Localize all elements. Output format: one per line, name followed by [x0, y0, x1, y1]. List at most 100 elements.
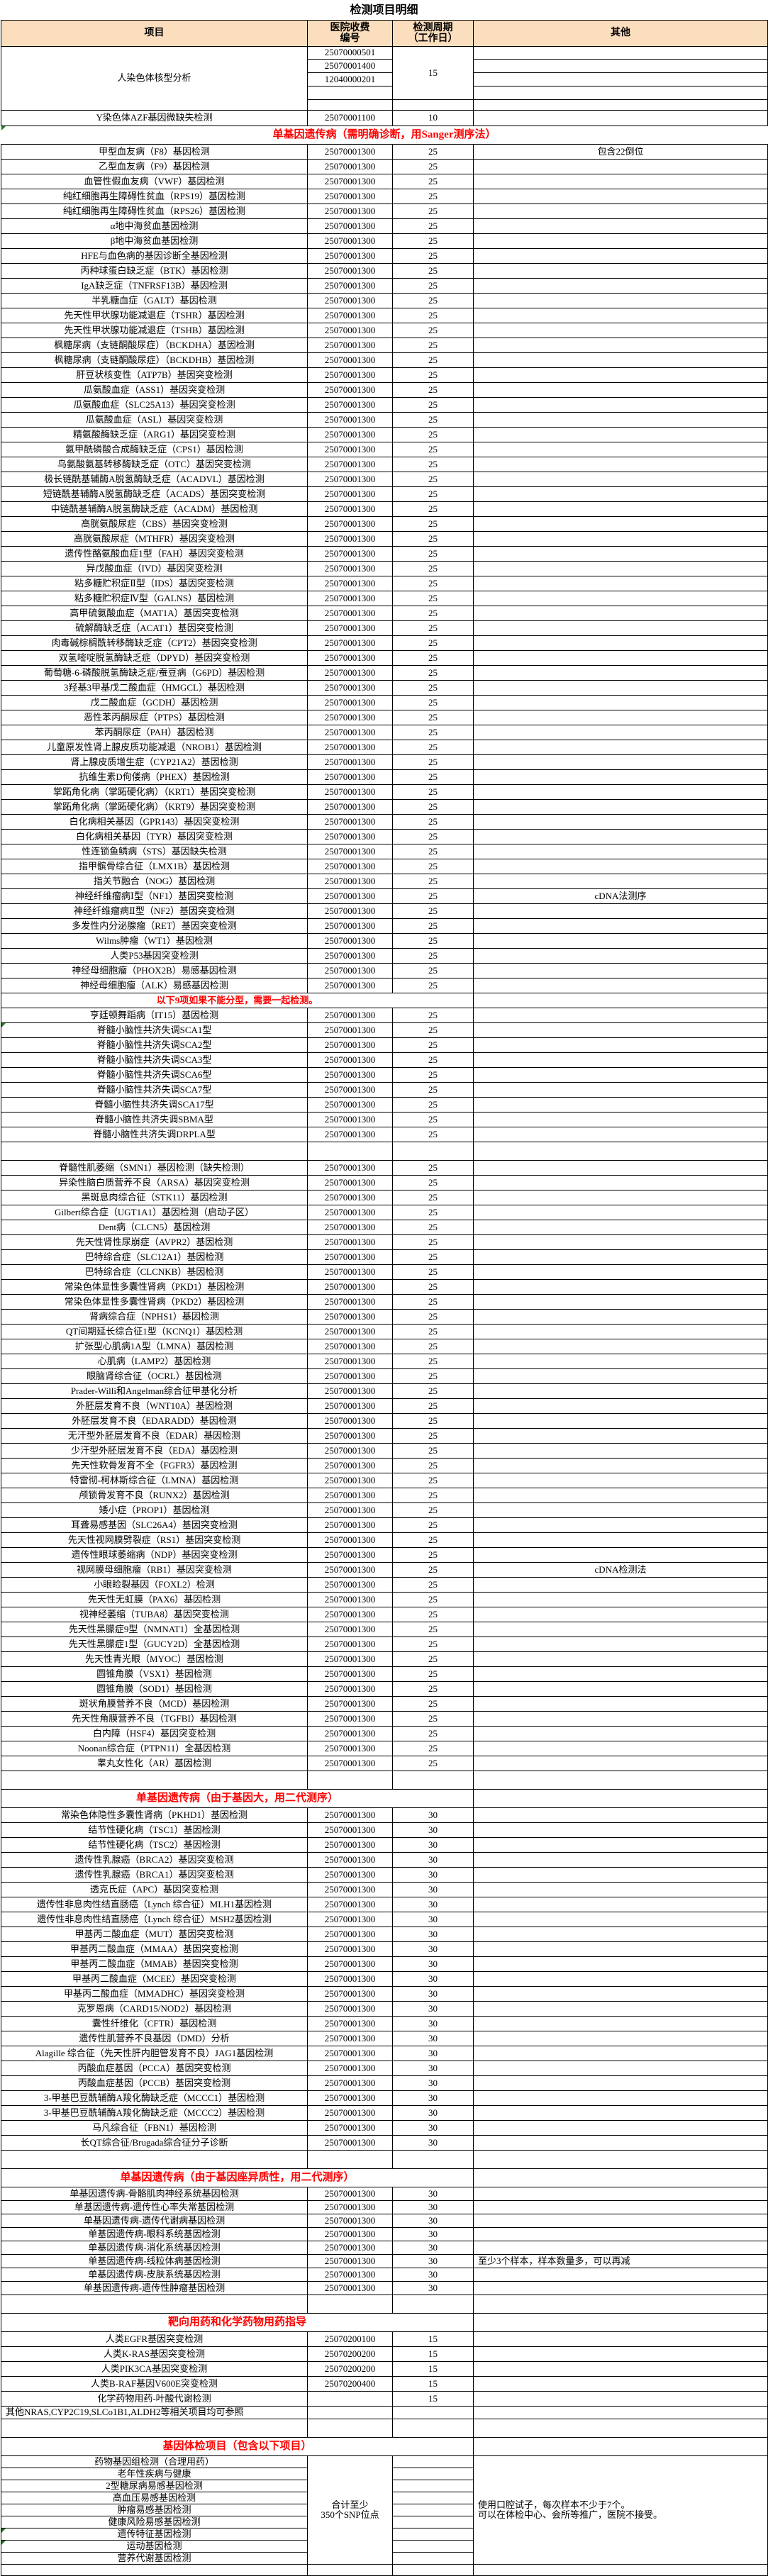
item-cell: 脊髓小脑性共济失调DRPLA型 — [1, 1127, 308, 1142]
table-row: 粘多糖贮积症Ⅳ型（GALNS）基因检测 25070001300 25 — [1, 591, 768, 606]
item-cell: 丙酸血症基因（PCCB）基因突变检测 — [1, 2075, 308, 2091]
code-cell: 25070001300 — [307, 784, 393, 800]
other-cell — [473, 1837, 768, 1853]
other-cell — [473, 680, 768, 696]
item-cell: 人类P53基因突变检测 — [1, 948, 308, 964]
other-cell — [473, 1112, 768, 1127]
period-cell: 25 — [392, 1637, 474, 1652]
table-row: 瓜氨酸血症（ASS1）基因突变检测 25070001300 25 — [1, 382, 768, 398]
code-cell: 25070001300 — [307, 2214, 393, 2228]
code-cell: 25070001300 — [307, 978, 393, 993]
period-cell: 25 — [392, 1741, 474, 1756]
code-cell: 25070001300 — [307, 2105, 393, 2121]
other-cell — [473, 814, 768, 830]
other-cell — [473, 293, 768, 308]
code-cell: 25070000501 — [307, 46, 393, 60]
other-cell — [473, 799, 768, 815]
table-row: 靶向用药和化学药物用药指导 — [1, 2313, 768, 2332]
table-row: 脊髓小脑性共济失调SCA1型 25070001300 25 — [1, 1022, 768, 1038]
other-cell — [473, 725, 768, 740]
item-cell: 甲基丙二酸血症（MMADHC）基因突变检测 — [1, 1986, 308, 2002]
other-cell: 包含22倒位 — [473, 144, 768, 160]
period-cell: 25 — [392, 1205, 474, 1220]
period-cell: 25 — [392, 1368, 474, 1384]
period-cell — [392, 2406, 474, 2419]
period-cell — [392, 2468, 474, 2480]
table-row: 瓜氨酸血症（SLC25A13）基因突变检测 25070001300 25 — [1, 397, 768, 413]
other-cell — [473, 2001, 768, 2017]
period-cell — [392, 2480, 474, 2492]
code-cell: 25070001300 — [307, 2200, 393, 2214]
empty-cell — [392, 1771, 474, 1790]
table-row: 甲型血友病（F8）基因检测 25070001300 25 包含22倒位 — [1, 144, 768, 160]
other-cell — [473, 2391, 768, 2407]
other-cell — [473, 412, 768, 428]
table-row: 巴特综合症（SLC12A1）基因检测 25070001300 25 — [1, 1249, 768, 1265]
period-cell: 15 — [392, 2346, 474, 2362]
other-cell — [473, 784, 768, 800]
page-title: 检测项目明细 — [350, 4, 418, 16]
other-cell — [473, 2313, 768, 2332]
period-cell: 25 — [392, 516, 474, 532]
item-cell: 外胚层发育不良（EDARADD）基因检测 — [1, 1413, 308, 1429]
section-header: 单基因遗传病（由于基因座异质性，用二代测序） — [1, 2168, 474, 2187]
code-cell: 25070200400 — [307, 2376, 393, 2392]
table-row: 脊髓性肌萎缩（SMN1）基因检测（缺失检测） 25070001300 25 — [1, 1160, 768, 1176]
other-cell — [473, 531, 768, 547]
item-cell: 纯红细胞再生障碍性贫血（RPS26）基因检测 — [1, 203, 308, 219]
table-row: 指甲髌骨综合征（LMX1B）基因检测 25070001300 25 — [1, 859, 768, 874]
other-cell — [473, 1037, 768, 1053]
other-cell — [473, 2361, 768, 2377]
code-cell: 25070001300 — [307, 814, 393, 830]
item-cell: 高甲硫氨酸血症（MAT1A）基因突变检测 — [1, 606, 308, 621]
item-cell: 遗传性非息肉性结直肠癌（Lynch 综合征）MSH2基因检测 — [1, 1912, 308, 1927]
code-cell: 25070001300 — [307, 159, 393, 174]
note-cell: 以下9项如果不能分型，需要一起检测。 — [1, 993, 474, 1008]
other-cell — [473, 948, 768, 964]
period-cell: 30 — [392, 1971, 474, 1987]
table-row: QT间期延长综合征1型（KCNQ1）基因检测 25070001300 25 — [1, 1324, 768, 1339]
period-cell: 15 — [392, 2376, 474, 2392]
item-cell: 单基因遗传病-遗传代谢病基因检测 — [1, 2214, 308, 2228]
table-row: 多发性内分泌腺瘤（RET）基因突变检测 25070001300 25 — [1, 918, 768, 934]
item-cell: 多发性内分泌腺瘤（RET）基因突变检测 — [1, 918, 308, 934]
other-cell — [473, 2016, 768, 2031]
table-row: β地中海贫血基因检测 25070001300 25 — [1, 233, 768, 249]
other-cell — [473, 1205, 768, 1220]
table-row: Noonan综合症（PTPN11）全基因检测 25070001300 25 — [1, 1741, 768, 1756]
item-cell: 高胱氨酸尿症（MTHFR）基因突变检测 — [1, 531, 308, 547]
other-cell — [473, 978, 768, 993]
item-cell: 苯丙酮尿症（PAH）基因检测 — [1, 725, 308, 740]
item-cell: Wilms肿瘤（WT1）基因检测 — [1, 933, 308, 949]
period-cell: 25 — [392, 844, 474, 859]
other-cell — [473, 2120, 768, 2136]
table-row: 丙酸血症基因（PCCB）基因突变检测 25070001300 30 — [1, 2075, 768, 2091]
period-cell: 25 — [392, 1651, 474, 1667]
code-cell: 25070001300 — [307, 635, 393, 651]
code-cell: 25070001300 — [307, 1577, 393, 1593]
empty-cell — [392, 2150, 474, 2169]
period-cell: 25 — [392, 1220, 474, 1235]
item-cell: 指甲髌骨综合征（LMX1B）基因检测 — [1, 859, 308, 874]
code-cell: 25070001300 — [307, 2135, 393, 2151]
code-cell: 25070001300 — [307, 1458, 393, 1473]
item-cell: 人类PIK3CA基因突变检测 — [1, 2361, 308, 2377]
code-cell: 25070001300 — [307, 1160, 393, 1176]
item-cell: 遗传特征基因检测 — [1, 2528, 308, 2541]
item-cell: 遗传性眼球萎缩病（NDP）基因突变检测 — [1, 1547, 308, 1563]
table-row: 先天性肾性尿崩症（AVPR2）基因检测 25070001300 25 — [1, 1234, 768, 1250]
period-cell: 25 — [392, 1339, 474, 1354]
period-cell: 25 — [392, 1067, 474, 1083]
other-cell — [473, 427, 768, 442]
item-cell: 睾丸女性化（AR）基因检测 — [1, 1756, 308, 1771]
period-cell: 25 — [392, 427, 474, 442]
table-row: 异戊酸血症（IVD）基因突变检测 25070001300 25 — [1, 561, 768, 576]
period-cell: 25 — [392, 903, 474, 919]
period-cell: 25 — [392, 1681, 474, 1697]
period-cell: 30 — [392, 2105, 474, 2121]
period-cell: 25 — [392, 1458, 474, 1473]
table-row: 透克氏症（APC）基因突变检测 25070001300 30 — [1, 1882, 768, 1897]
period-cell: 25 — [392, 1666, 474, 1682]
table-row: 肉毒碱棕榈酰转移酶缺乏症（CPT2）基因突变检测 25070001300 25 — [1, 635, 768, 651]
period-cell: 25 — [392, 248, 474, 264]
